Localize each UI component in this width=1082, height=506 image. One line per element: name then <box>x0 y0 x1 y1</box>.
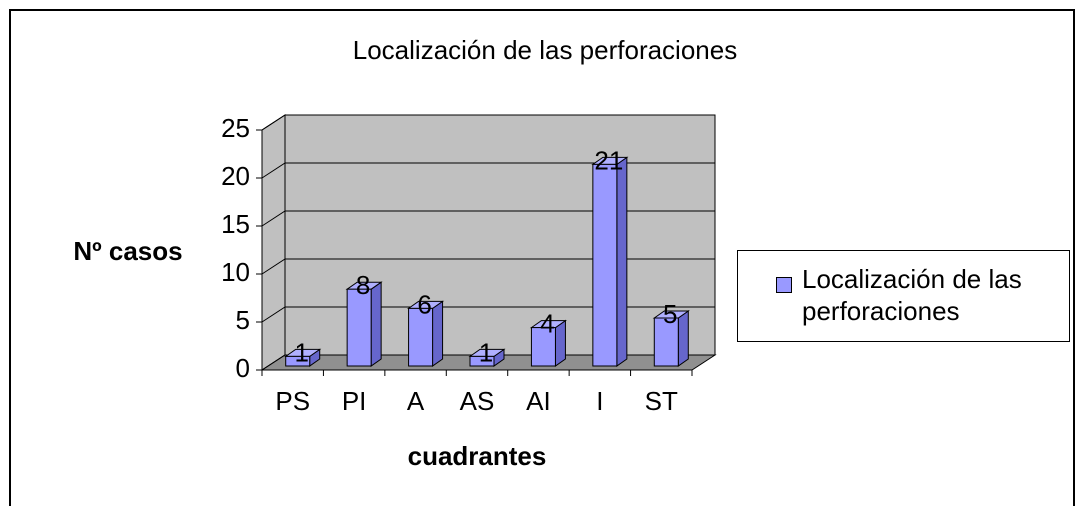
bar <box>529 319 568 367</box>
bar-face <box>285 355 311 367</box>
data-label: 1 <box>294 337 308 367</box>
data-label: 4 <box>540 308 554 338</box>
y-tick-label: 15 <box>221 209 250 239</box>
bar-face <box>469 355 495 367</box>
grid-line <box>261 306 715 323</box>
grid-line <box>261 114 715 131</box>
chart-title: Localización de las perforaciones <box>353 35 737 65</box>
bar <box>284 348 322 367</box>
bar <box>406 300 445 367</box>
y-tick-label: 25 <box>221 113 250 143</box>
y-tick-label: 10 <box>221 257 250 287</box>
bar-side <box>432 300 444 367</box>
grid-line <box>261 210 715 227</box>
data-label: 6 <box>417 289 431 319</box>
bar-side <box>370 281 382 367</box>
bar-face <box>653 317 679 367</box>
bar-side <box>554 319 566 367</box>
data-label: 1 <box>479 337 493 367</box>
legend: Localización de las perforaciones <box>737 250 1070 342</box>
legend-swatch <box>776 277 792 293</box>
y-tick-label: 20 <box>221 161 250 191</box>
bar-side <box>616 156 628 367</box>
x-tick-label: AI <box>526 386 551 416</box>
grid-line <box>261 162 715 179</box>
grid-line <box>261 258 715 275</box>
bar-face <box>346 288 372 367</box>
bar-face <box>530 327 556 367</box>
data-label: 21 <box>594 145 623 175</box>
bar <box>468 348 506 367</box>
bar-face <box>408 307 434 367</box>
x-tick-label: I <box>596 386 603 416</box>
grid-line <box>261 354 715 371</box>
x-tick-label: PS <box>275 386 310 416</box>
bar <box>591 156 629 367</box>
data-label: 8 <box>356 270 370 300</box>
data-label: 5 <box>663 299 677 329</box>
side-wall <box>261 114 286 371</box>
bar-side <box>677 310 689 367</box>
bar <box>345 281 383 367</box>
bar-face <box>592 163 618 367</box>
x-tick-label: AS <box>460 386 495 416</box>
y-axis-label: Nº casos <box>73 236 182 266</box>
y-tick-label: 0 <box>236 353 250 383</box>
x-axis-label: cuadrantes <box>408 441 547 471</box>
x-tick-label: ST <box>645 386 678 416</box>
x-tick-label: A <box>407 386 425 416</box>
y-tick-label: 5 <box>236 305 250 335</box>
bar <box>652 310 690 367</box>
x-tick-label: PI <box>342 386 367 416</box>
legend-label: Localización de las perforaciones <box>802 264 1022 326</box>
